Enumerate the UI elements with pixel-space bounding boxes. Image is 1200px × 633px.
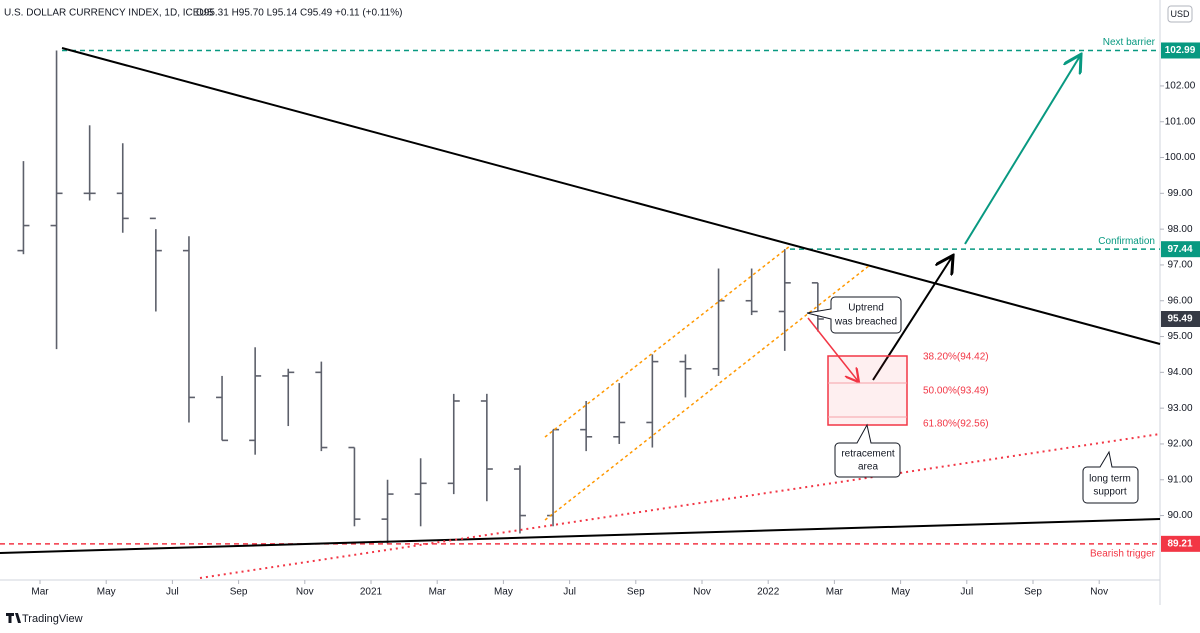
level-price: 97.44	[1167, 244, 1192, 255]
arrow	[807, 317, 858, 381]
level-name: Confirmation	[1098, 236, 1155, 247]
x-tick-label: 2022	[757, 587, 780, 598]
currency[interactable]: USD	[1170, 9, 1190, 19]
x-tick-label: Mar	[826, 587, 844, 598]
ohlc-readout: O95.31 H95.70 L95.14 C95.49 +0.11 (+0.11…	[196, 8, 402, 19]
trendline	[61, 47, 1161, 345]
y-tick-label: 101.00	[1165, 116, 1196, 127]
ohlc-bar	[83, 125, 96, 201]
y-tick-label: 92.00	[1167, 439, 1192, 450]
ohlc-bar	[679, 354, 692, 398]
callout-text: was breached	[834, 317, 897, 328]
x-tick-label: Nov	[1090, 587, 1108, 598]
ohlc-bar	[216, 375, 229, 442]
x-tick-label: Nov	[693, 587, 711, 598]
x-tick-label: Jul	[166, 587, 179, 598]
retracement-box	[827, 355, 908, 426]
x-tick-label: May	[97, 587, 116, 598]
arrow	[964, 56, 1080, 245]
y-tick-label: 102.00	[1165, 81, 1196, 92]
y-tick-label: 91.00	[1167, 474, 1192, 485]
last-price-box	[1161, 311, 1200, 327]
ohlc-bar	[778, 249, 791, 351]
trendline	[0, 518, 1161, 554]
level-price-box	[1161, 535, 1200, 552]
callout-text: Uptrend	[848, 303, 884, 314]
level-name: Next barrier	[1103, 37, 1156, 48]
channel-line	[544, 245, 791, 438]
symbol-title: U.S. DOLLAR CURRENCY INDEX, 1D, ICEUS	[4, 8, 214, 19]
last-price: 95.49	[1167, 314, 1192, 325]
y-tick-label: 98.00	[1167, 224, 1192, 235]
ohlc-bar	[381, 479, 394, 544]
y-tick-label: 93.00	[1167, 403, 1192, 414]
level-price: 102.99	[1165, 45, 1196, 56]
ohlc-bar	[811, 282, 824, 332]
callout-text: retracement	[841, 449, 895, 460]
x-tick-label: Jul	[563, 587, 576, 598]
channel-line	[544, 264, 871, 521]
y-tick-label: 97.00	[1167, 260, 1192, 271]
ohlc-bar	[712, 268, 725, 376]
y-tick-label: 99.00	[1167, 188, 1192, 199]
ohlc-bar	[447, 393, 460, 495]
ohlc-bar	[17, 161, 30, 255]
level-price: 89.21	[1167, 538, 1192, 549]
x-tick-label: May	[494, 587, 513, 598]
ohlc-bar	[149, 217, 162, 312]
ohlc-bar	[580, 400, 593, 452]
x-tick-label: May	[891, 587, 910, 598]
x-tick-label: Mar	[429, 587, 447, 598]
y-tick-label: 95.00	[1167, 331, 1192, 342]
ohlc-bar	[646, 354, 659, 448]
callout	[1082, 450, 1139, 504]
brand-logo[interactable]: TradingView	[6, 613, 83, 625]
y-tick-label: 96.00	[1167, 295, 1192, 306]
currency-box[interactable]	[1167, 5, 1193, 23]
callout-text: support	[1093, 487, 1127, 498]
callout	[834, 423, 901, 478]
ohlc-bar	[348, 446, 361, 527]
callout	[806, 296, 902, 334]
callout-text: long term	[1089, 474, 1131, 485]
x-tick-label: Sep	[1024, 587, 1042, 598]
fib-label: 38.20%(94.42)	[923, 352, 989, 363]
ohlc-bar	[315, 361, 328, 452]
ohlc-bar	[249, 347, 262, 455]
fib-label: 50.00%(93.49)	[923, 386, 989, 397]
x-tick-label: Nov	[296, 587, 314, 598]
level-price-box	[1161, 42, 1200, 59]
callout-text: area	[858, 462, 878, 473]
ohlc-bar	[50, 50, 63, 350]
x-tick-label: Mar	[31, 587, 49, 598]
ohlc-bar	[116, 143, 129, 233]
arrow	[872, 257, 952, 381]
ohlc-bar	[414, 458, 427, 527]
x-tick-label: Sep	[230, 587, 248, 598]
ohlc-bar	[182, 236, 195, 423]
ohlc-bar	[513, 465, 526, 534]
x-tick-label: Sep	[627, 587, 645, 598]
x-tick-label: 2021	[360, 587, 383, 598]
brand-name[interactable]: TradingView	[22, 613, 83, 625]
fib-label: 61.80%(92.56)	[923, 419, 989, 430]
logo-mark[interactable]	[6, 613, 21, 623]
ohlc-bar	[613, 383, 626, 444]
ohlc-bar	[480, 393, 493, 502]
y-tick-label: 90.00	[1167, 510, 1192, 521]
x-tick-label: Jul	[960, 587, 973, 598]
y-tick-label: 100.00	[1165, 152, 1196, 163]
y-tick-label: 94.00	[1167, 367, 1192, 378]
level-name: Bearish trigger	[1090, 548, 1156, 559]
ohlc-bar	[745, 268, 758, 316]
level-price-box	[1161, 241, 1200, 258]
ohlc-bar	[282, 368, 295, 427]
